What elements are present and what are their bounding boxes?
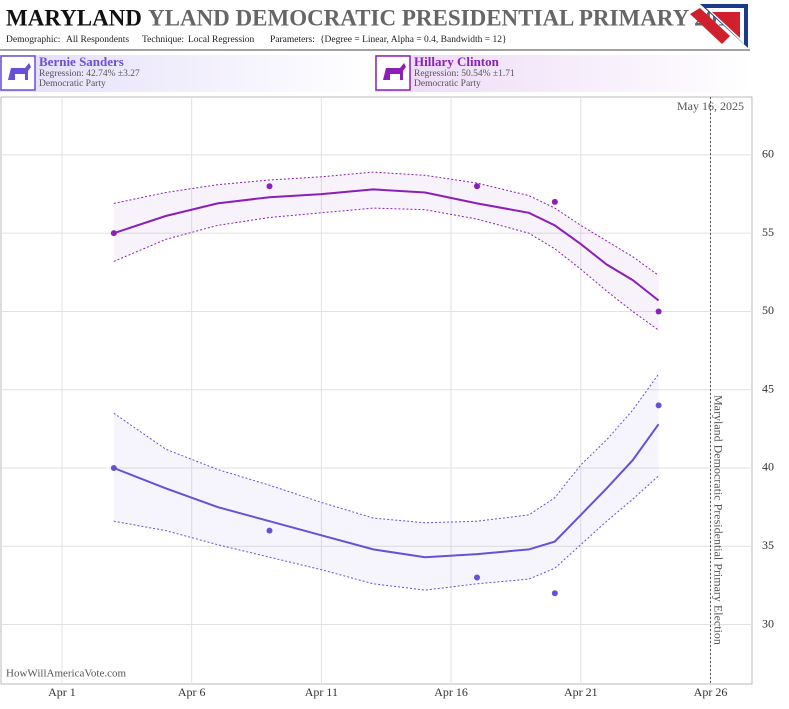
demographic: All Respondents	[66, 35, 129, 45]
regression-line	[113, 188, 660, 302]
watermark: HowWillAmericaVote.com	[6, 668, 126, 680]
x-tick-label: Apr 21	[564, 685, 598, 699]
legend-party: Democratic Party	[414, 79, 481, 89]
plot: 30 35 40 45 50 55 60 Apr 1 Apr 6 Apr 11 Apr 16 Apr …	[1, 97, 774, 699]
x-tick-label: Apr 11	[305, 685, 338, 699]
y-tick-label: 55	[762, 225, 774, 239]
poll-point	[110, 464, 117, 471]
poll-point	[655, 308, 662, 315]
demographic-label: Demographic:	[6, 35, 60, 45]
legend-name: Hillary Clinton	[414, 54, 500, 69]
title-rest: YLAND DEMOCRATIC PRESIDENTIAL PRIMARY 20…	[148, 5, 740, 30]
title-main: MARYLAND	[6, 5, 142, 30]
y-tick-label: 50	[762, 303, 774, 317]
technique-label: Technique:	[142, 35, 184, 45]
x-tick-label: Apr 26	[694, 685, 728, 699]
y-tick-label: 35	[762, 538, 774, 552]
event-label: Maryland Democratic Presidential Primary…	[712, 395, 726, 645]
header: MARYLAND YLAND DEMOCRATIC PRESIDENTIAL P…	[0, 4, 750, 51]
y-tick-label: 60	[762, 147, 774, 161]
band-upper	[113, 171, 659, 276]
legend-regression: Regression: 42.74% ±3.27	[39, 69, 140, 79]
y-tick-label: 30	[762, 616, 774, 630]
plot-frame	[0, 96, 753, 685]
poll-point	[110, 230, 117, 237]
donkey-icon	[8, 63, 31, 80]
regression-line	[113, 423, 660, 559]
band-upper	[113, 373, 660, 524]
legend-regression: Regression: 50.54% ±1.71	[414, 69, 515, 79]
poll-point	[474, 183, 481, 190]
poll-point	[266, 183, 273, 190]
poll-point	[551, 198, 558, 205]
x-tick-label: Apr 6	[178, 685, 206, 699]
legend-box	[375, 55, 750, 92]
x-tick-label: Apr 16	[434, 685, 468, 699]
legend-name: Bernie Sanders	[39, 54, 124, 69]
band-lower	[113, 475, 659, 591]
y-tick-label: 40	[762, 460, 774, 474]
poll-point	[474, 574, 481, 581]
poll-point	[551, 590, 558, 597]
confidence-band	[113, 172, 659, 331]
band-lower	[113, 207, 659, 331]
parameters-label: Parameters:	[270, 35, 315, 45]
y-tick-label: 45	[762, 381, 774, 395]
parameters: {Degree = Linear, Alpha = 0.4, Bandwidth…	[320, 35, 507, 45]
confidence-band	[113, 374, 659, 591]
poll-point	[266, 527, 273, 534]
legend-party: Democratic Party	[39, 79, 106, 89]
poll-point	[655, 402, 662, 409]
technique: Local Regression	[188, 35, 254, 45]
date-note: May 16, 2025	[677, 99, 744, 113]
legend-icon	[0, 55, 36, 91]
logo	[690, 4, 748, 48]
legend-box	[0, 55, 375, 92]
x-tick-label: Apr 1	[48, 685, 76, 699]
donkey-icon	[383, 63, 406, 80]
